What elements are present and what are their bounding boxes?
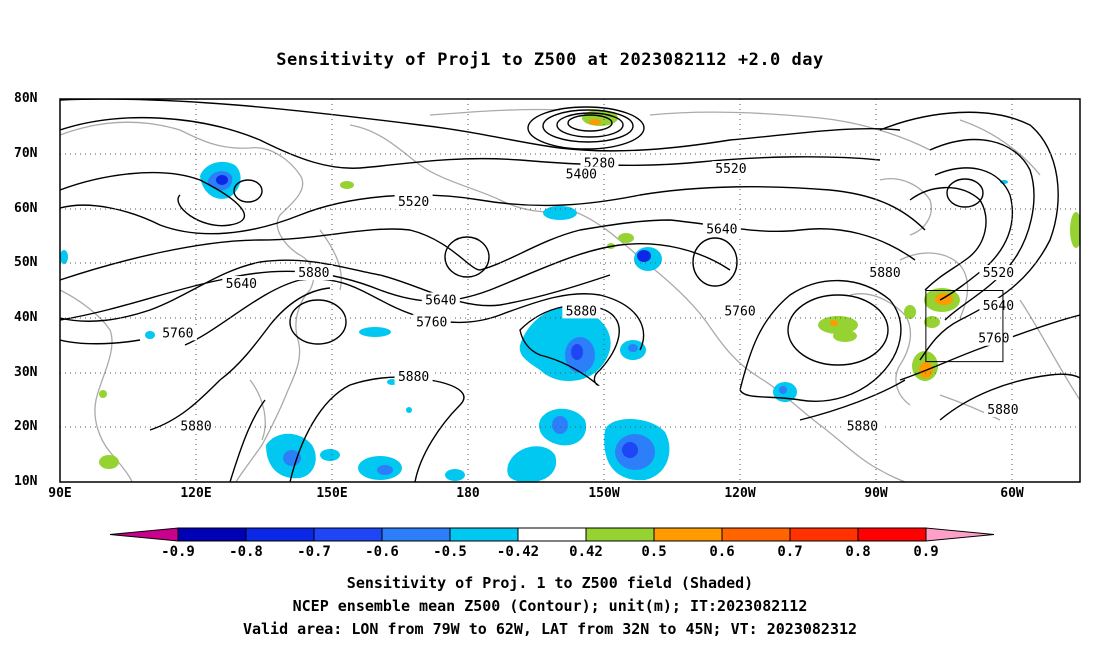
colorbar-label: 0.8 <box>845 544 871 560</box>
y-tick-label: 70N <box>14 146 38 161</box>
footer-line-2: NCEP ensemble mean Z500 (Contour); unit(… <box>292 597 808 615</box>
colorbar-segment <box>857 527 927 542</box>
contour-label-bg <box>979 297 1018 313</box>
contour-label: 5400 <box>566 168 597 183</box>
contour-label: 5880 <box>566 304 597 319</box>
colorbar-label: 0.9 <box>913 544 939 560</box>
sensitivity-shading <box>60 110 1080 482</box>
colorbar-segment <box>177 527 247 542</box>
colorbar-segment <box>585 527 655 542</box>
contour-label-bg <box>412 314 451 330</box>
contour-label: 5760 <box>978 332 1009 347</box>
colorbar-label: -0.8 <box>229 544 263 560</box>
contour-label-bg <box>983 401 1022 417</box>
contour-label: 5640 <box>425 293 456 308</box>
colorbar-segment <box>245 527 315 542</box>
contour-label-bg <box>294 265 333 281</box>
contour-label: 5760 <box>724 304 755 319</box>
colorbar-segment <box>789 527 859 542</box>
y-tick-label: 30N <box>14 365 38 380</box>
x-tick-label: 90E <box>48 486 72 501</box>
y-tick-label: 40N <box>14 310 38 325</box>
colorbar <box>109 527 995 542</box>
colorbar-segment <box>517 527 587 542</box>
colorbar-label: 0.42 <box>569 544 603 560</box>
y-tick-label: 10N <box>14 474 38 489</box>
contour-label: 5880 <box>398 370 429 385</box>
x-tick-label: 90W <box>864 486 888 501</box>
contour-label-bg <box>421 292 460 308</box>
valid-area-box <box>925 290 1004 363</box>
contour-label: 5760 <box>162 326 193 341</box>
colorbar-label: -0.5 <box>433 544 467 560</box>
contour-label: 5640 <box>226 277 257 292</box>
plot-frame <box>59 98 1081 483</box>
y-tick-label: 60N <box>14 201 38 216</box>
colorbar-segment <box>653 527 723 542</box>
contour-label-bg <box>711 161 750 177</box>
contour-label: 5880 <box>298 266 329 281</box>
colorbar-segment <box>313 527 383 542</box>
contour-label-bg <box>843 418 882 434</box>
colorbar-segment <box>721 527 791 542</box>
x-tick-label: 120W <box>724 486 756 501</box>
colorbar-label: -0.9 <box>161 544 195 560</box>
x-tick-label: 180 <box>456 486 480 501</box>
colorbar-label: -0.7 <box>297 544 331 560</box>
z500-contours <box>60 99 1080 482</box>
map-title: Sensitivity of Proj1 to Z500 at 20230821… <box>276 50 824 70</box>
y-tick-label: 20N <box>14 419 38 434</box>
contour-label-bg <box>562 303 601 319</box>
contour-label: 5640 <box>983 299 1014 314</box>
contour-label: 5880 <box>869 266 900 281</box>
contour-label-bg <box>158 325 197 341</box>
contour-label: 5880 <box>180 419 211 434</box>
colorbar-high-arrow <box>925 527 995 542</box>
contour-label-bg <box>222 276 261 292</box>
contour-label: 5640 <box>706 222 737 237</box>
contour-label: 5520 <box>983 266 1014 281</box>
colorbar-label: -0.6 <box>365 544 399 560</box>
contour-label: 5520 <box>398 195 429 210</box>
contour-label-bg <box>177 418 215 434</box>
colorbar-low-arrow <box>109 527 179 542</box>
contour-label-bg <box>979 265 1018 281</box>
grid <box>60 99 1080 482</box>
colorbar-label: 0.5 <box>641 544 667 560</box>
contour-label-bg <box>394 369 433 385</box>
contour-label-bg <box>866 265 905 281</box>
x-tick-label: 150E <box>316 486 348 501</box>
x-tick-label: 60W <box>1000 486 1024 501</box>
y-tick-label: 50N <box>14 255 38 270</box>
coastlines <box>60 108 1080 482</box>
contour-label-bg <box>702 221 741 237</box>
colorbar-label: -0.42 <box>496 544 540 560</box>
colorbar-label: 0.7 <box>777 544 803 560</box>
contour-label-bg <box>721 303 759 319</box>
contour-label: 5880 <box>987 403 1018 418</box>
contour-label-bg <box>394 193 433 209</box>
contour-label-bg <box>562 166 601 182</box>
footer-line-3: Valid area: LON from 79W to 62W, LAT fro… <box>242 620 858 638</box>
colorbar-segment <box>381 527 451 542</box>
colorbar-segment <box>449 527 519 542</box>
x-tick-label: 120E <box>180 486 212 501</box>
colorbar-label: 0.6 <box>709 544 735 560</box>
contour-label: 5760 <box>416 315 447 330</box>
footer-line-1: Sensitivity of Proj. 1 to Z500 field (Sh… <box>346 574 754 592</box>
y-tick-label: 80N <box>14 91 38 106</box>
x-tick-label: 150W <box>588 486 620 501</box>
contour-label: 5520 <box>715 162 746 177</box>
contour-label: 5880 <box>847 419 878 434</box>
